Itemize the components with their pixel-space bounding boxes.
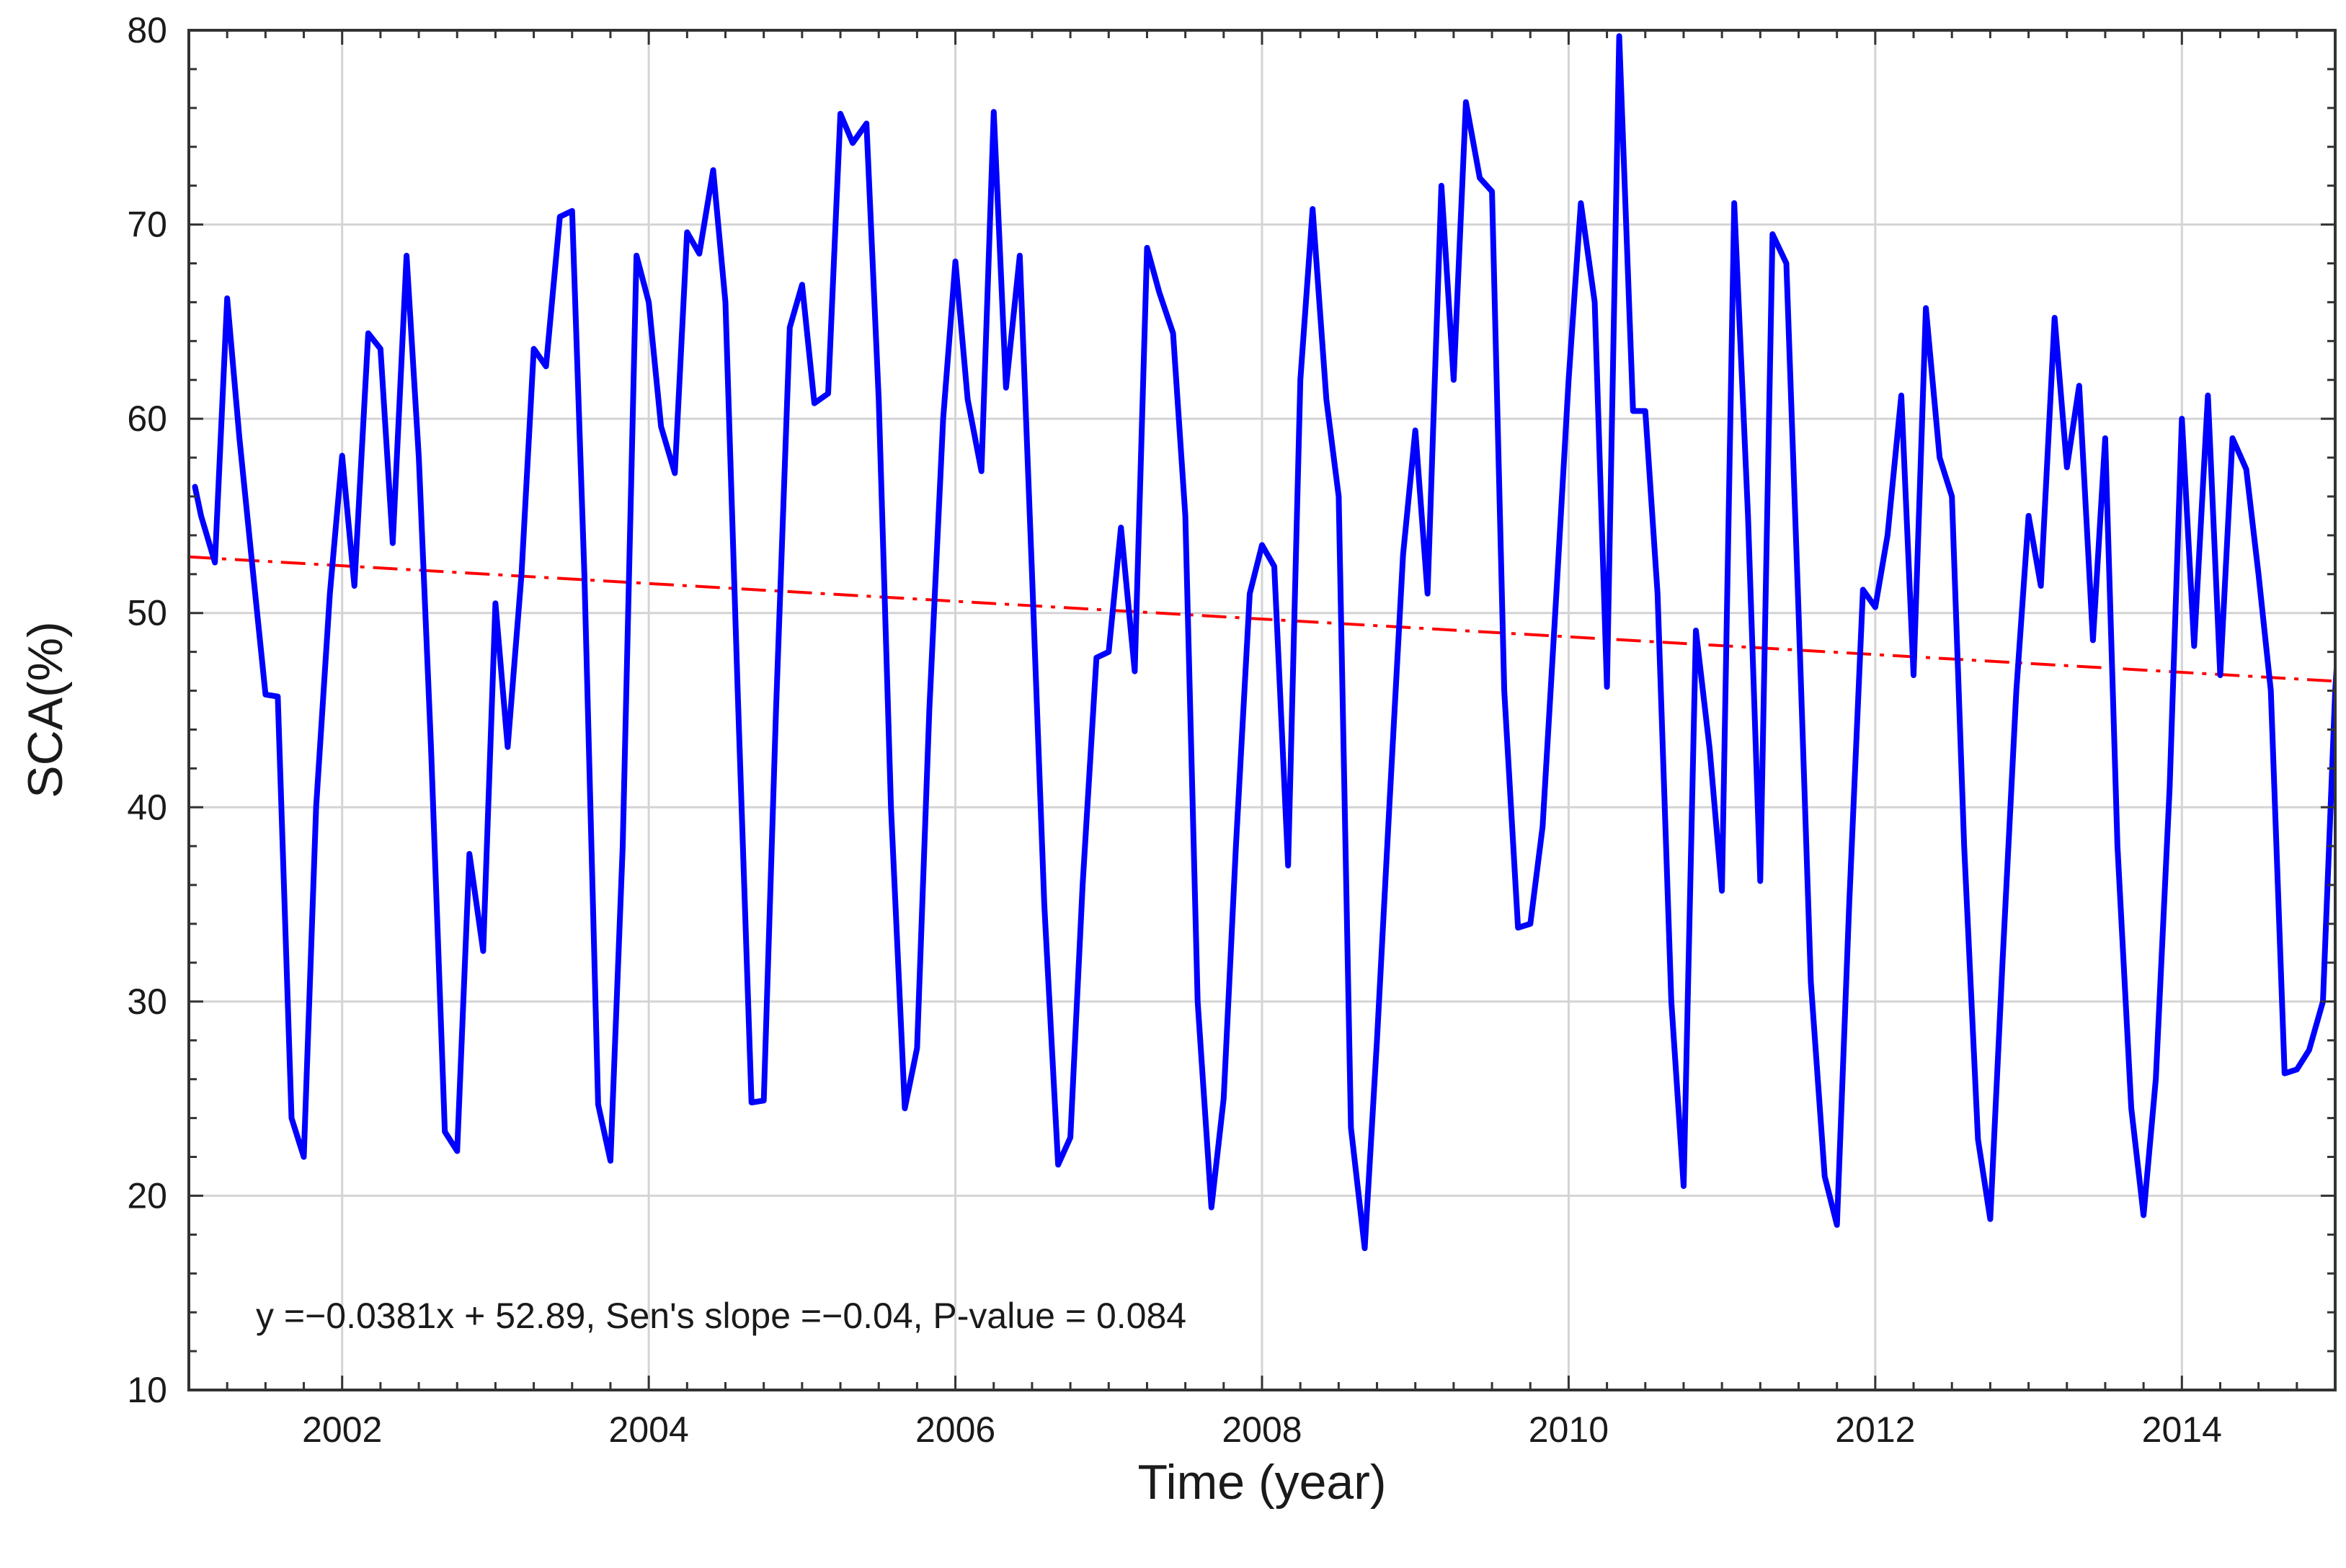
- y-tick-label: 30: [127, 981, 167, 1022]
- x-axis-title: Time (year): [1137, 1455, 1386, 1510]
- y-ticks: 10 20 30 40 50 60 70 80: [127, 10, 2335, 1410]
- x-tick-label: 2002: [302, 1409, 382, 1450]
- x-tick-label: 2006: [915, 1409, 995, 1450]
- y-tick-label: 20: [127, 1175, 167, 1216]
- y-tick-label: 40: [127, 787, 167, 827]
- trend-layer: [188, 555, 2336, 683]
- x-tick-label: 2008: [1222, 1409, 1302, 1450]
- y-axis-title: SCA(%): [18, 621, 73, 798]
- x-ticks: 2002 2004 2006 2008 2010 2012 2014: [187, 30, 2337, 1450]
- trend-line: [188, 555, 2336, 683]
- x-tick-label: 2010: [1529, 1409, 1609, 1450]
- x-tick-label: 2004: [609, 1409, 689, 1450]
- grid-lines: [189, 30, 2335, 1390]
- x-tick-label: 2012: [1835, 1409, 1915, 1450]
- series-layer: [192, 33, 2335, 1252]
- x-tick-label: 2014: [2142, 1409, 2222, 1450]
- annotation-text: y =−0.0381x + 52.89, Sen's slope =−0.04,…: [256, 1296, 1186, 1336]
- y-tick-label: 80: [127, 10, 167, 50]
- y-tick-label: 10: [127, 1370, 167, 1410]
- y-tick-label: 70: [127, 205, 167, 245]
- series-line: [192, 33, 2335, 1252]
- y-tick-label: 60: [127, 398, 167, 439]
- y-tick-label: 50: [127, 593, 167, 633]
